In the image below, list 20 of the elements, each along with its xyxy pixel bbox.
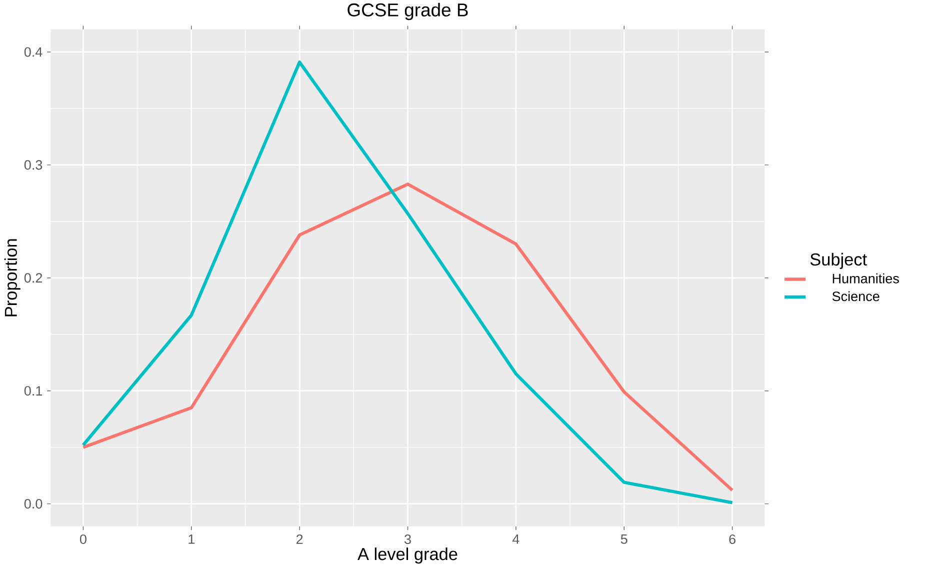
- y-tick-label: 0.3: [24, 160, 42, 170]
- y-tick-label: 0.4: [24, 47, 42, 57]
- x-tick-label: 2: [296, 534, 303, 544]
- x-tick-label: 0: [80, 534, 86, 544]
- legend-title: Subject: [810, 252, 867, 269]
- x-tick-label: 1: [188, 534, 194, 544]
- y-tick-label: 0.1: [24, 386, 42, 396]
- legend-label: Science: [832, 291, 880, 302]
- x-tick-label: 5: [620, 534, 628, 544]
- x-tick-label: 6: [729, 534, 736, 544]
- y-axis-title: Proportion: [4, 239, 20, 316]
- x-tick-label: 4: [512, 534, 520, 544]
- line-series: [82, 60, 734, 504]
- x-axis-title: A level grade: [358, 547, 458, 564]
- chart-title: GCSE grade B: [348, 2, 468, 20]
- line-series: [82, 182, 734, 492]
- x-tick-label: 3: [404, 534, 411, 544]
- legend-label: Humanities: [832, 273, 899, 284]
- y-tick-label: 0.0: [24, 498, 42, 509]
- y-tick-label: 0.2: [24, 273, 42, 283]
